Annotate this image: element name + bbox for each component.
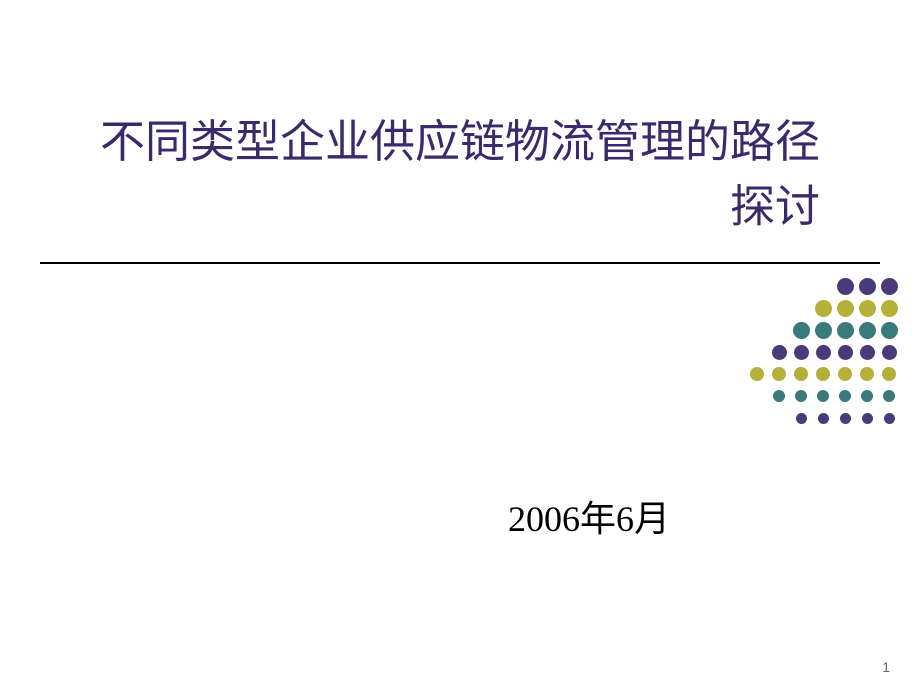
decoration-dot (881, 322, 898, 339)
decoration-dot (881, 278, 898, 295)
decoration-dot (882, 367, 896, 381)
date-area: 2006年6月 (70, 490, 670, 542)
decoration-dot (859, 300, 876, 317)
decoration-dot (859, 278, 876, 295)
decoration-dot (860, 345, 875, 360)
decoration-dot (772, 345, 787, 360)
decoration-dot (884, 413, 895, 424)
slide-title: 不同类型企业供应链物流管理的路径探讨 (70, 110, 820, 241)
decoration-dot (840, 413, 851, 424)
slide-date: 2006年6月 (70, 490, 670, 542)
dots-decoration (746, 275, 900, 429)
decoration-dot (837, 322, 854, 339)
decoration-dot (818, 413, 829, 424)
slide: 不同类型企业供应链物流管理的路径探讨 2006年6月 1 (0, 0, 920, 690)
decoration-dot (793, 322, 810, 339)
decoration-dot (796, 413, 807, 424)
decoration-dot (882, 345, 897, 360)
decoration-dot (839, 390, 851, 402)
decoration-dot (881, 300, 898, 317)
decoration-dot (816, 345, 831, 360)
decoration-dot (862, 413, 873, 424)
decoration-dot (837, 278, 854, 295)
decoration-dot (838, 367, 852, 381)
decoration-dot (815, 322, 832, 339)
decoration-dot (883, 390, 895, 402)
decoration-dot (794, 367, 808, 381)
decoration-dot (838, 345, 853, 360)
decoration-dot (795, 390, 807, 402)
decoration-dot (817, 390, 829, 402)
decoration-dot (861, 390, 873, 402)
decoration-dot (815, 300, 832, 317)
decoration-dot (794, 345, 809, 360)
divider-line (40, 262, 880, 264)
decoration-dot (772, 367, 786, 381)
decoration-dot (750, 367, 764, 381)
page-number: 1 (882, 659, 890, 675)
decoration-dot (773, 390, 785, 402)
decoration-dot (859, 322, 876, 339)
decoration-dot (860, 367, 874, 381)
decoration-dot (837, 300, 854, 317)
title-area: 不同类型企业供应链物流管理的路径探讨 (70, 110, 820, 241)
decoration-dot (816, 367, 830, 381)
